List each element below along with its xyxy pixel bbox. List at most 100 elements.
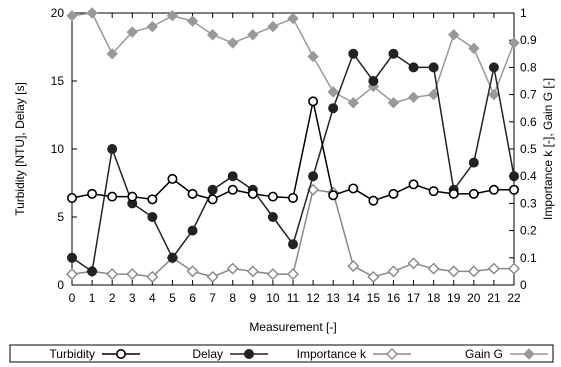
data-point-gain-g [488, 88, 500, 101]
x-tick-label: 10 [266, 291, 280, 305]
data-point-importance-k [407, 257, 420, 270]
legend-item-turbidity: Turbidity [49, 347, 140, 361]
data-point-gain-g [66, 10, 78, 22]
x-tick-label: 0 [69, 291, 76, 305]
data-point-delay [328, 103, 339, 114]
data-point-gain-g [166, 10, 179, 22]
data-point-delay [308, 171, 319, 182]
series-line-gain-g [71, 12, 515, 104]
data-point-importance-k [66, 268, 78, 281]
legend-item-delay: Delay [192, 347, 268, 361]
data-point-delay [147, 212, 158, 222]
data-point-turbidity [448, 188, 459, 199]
legend: Turbidity Delay Importance k Gain G [49, 347, 548, 361]
data-point-turbidity [227, 184, 238, 195]
data-point-importance-k [347, 259, 360, 272]
data-point-turbidity [107, 191, 118, 202]
data-point-turbidity [287, 192, 298, 203]
data-point-delay [488, 62, 499, 73]
x-tick-label: 17 [407, 291, 421, 305]
y-right-tick-label: 0.8 [520, 60, 537, 74]
data-point-gain-g [468, 42, 480, 55]
data-point-delay [509, 171, 519, 182]
data-point-delay [167, 252, 178, 263]
y-right-tick-label: 0.2 [520, 224, 537, 238]
data-point-turbidity [388, 188, 399, 199]
data-point-gain-g [347, 97, 359, 109]
x-tick-label: 9 [249, 291, 256, 305]
x-tick-label: 5 [169, 291, 176, 305]
y-left-tick-label: 10 [51, 142, 65, 156]
data-point-turbidity [67, 192, 78, 203]
y-right-tick-label: 0.4 [520, 169, 537, 183]
data-point-turbidity [247, 188, 258, 199]
data-point-turbidity [508, 184, 519, 195]
legend-label: Importance k [297, 347, 367, 361]
data-point-turbidity [308, 96, 319, 107]
legend-label: Turbidity [49, 347, 95, 361]
x-tick-label: 11 [287, 291, 300, 305]
data-point-delay [67, 252, 77, 263]
legend-label: Gain G [465, 347, 503, 361]
data-point-importance-k [287, 268, 299, 281]
data-point-delay [187, 225, 198, 236]
y-left-tick-label: 20 [51, 6, 65, 20]
data-point-importance-k [226, 262, 239, 275]
data-point-turbidity [147, 194, 158, 205]
data-point-importance-k [126, 268, 139, 281]
legend-label: Delay [192, 347, 223, 361]
y-right-tick-label: 1 [520, 6, 527, 20]
data-point-gain-g [307, 50, 319, 63]
data-point-turbidity [187, 188, 198, 199]
data-point-gain-g [247, 29, 259, 41]
data-point-turbidity [348, 183, 359, 194]
x-tick-label: 2 [109, 291, 116, 305]
data-point-importance-k [427, 262, 440, 275]
data-point-delay [468, 157, 479, 168]
data-point-gain-g [327, 86, 339, 98]
data-point-importance-k [146, 270, 159, 283]
y-axis-left-title: Turbidity [NTU], Delay [s] [13, 82, 27, 216]
x-axis-title: Measurement [-] [249, 320, 336, 334]
data-point-gain-g [448, 29, 460, 41]
data-point-importance-k [387, 265, 400, 278]
data-point-turbidity [428, 186, 439, 197]
data-point-turbidity [207, 194, 218, 205]
x-tick-label: 14 [347, 291, 361, 305]
data-point-delay [207, 184, 218, 195]
legend-item-importance-k: Importance k [297, 347, 411, 361]
data-point-turbidity [468, 188, 479, 199]
data-point-gain-g [508, 37, 520, 49]
legend-box [9, 344, 554, 363]
data-point-importance-k [487, 262, 500, 275]
data-point-turbidity [488, 184, 499, 195]
x-tick-label: 20 [467, 291, 481, 305]
legend-item-gain-g: Gain G [465, 347, 548, 361]
legend-marker [386, 348, 398, 360]
y-right-tick-label: 0.7 [520, 88, 537, 102]
data-point-delay [227, 171, 238, 182]
x-tick-label: 18 [427, 291, 441, 305]
x-tick-label: 13 [327, 291, 341, 305]
data-point-gain-g [407, 91, 420, 104]
x-tick-label: 21 [487, 291, 501, 305]
data-point-gain-g [267, 20, 279, 33]
data-point-delay [408, 62, 419, 73]
data-point-delay [107, 144, 118, 154]
data-point-turbidity [368, 195, 379, 206]
x-tick-label: 22 [507, 291, 521, 305]
legend-marker [116, 348, 127, 359]
x-tick-label: 16 [387, 291, 401, 305]
series-gain-g [66, 7, 520, 109]
data-point-delay [288, 239, 298, 250]
data-point-gain-g [427, 88, 440, 101]
data-point-gain-g [287, 12, 299, 25]
y-right-tick-label: 0.1 [520, 251, 537, 265]
data-point-turbidity [167, 173, 178, 184]
data-point-importance-k [447, 265, 460, 278]
y-left-tick-label: 15 [51, 74, 65, 88]
x-tick-label: 3 [129, 291, 136, 305]
data-point-importance-k [266, 268, 279, 281]
series-delay [67, 48, 519, 277]
